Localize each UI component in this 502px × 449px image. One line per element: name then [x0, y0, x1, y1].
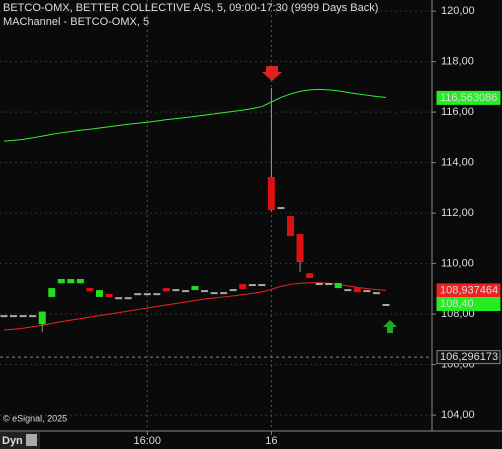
- chart-title: BETCO-OMX, BETTER COLLECTIVE A/S, 5, 09:…: [3, 2, 378, 14]
- price-marker-label: 108,40: [440, 298, 474, 310]
- y-tick-label: 104,00: [441, 409, 475, 421]
- candle-body: [134, 293, 142, 296]
- candle-body: [10, 315, 18, 318]
- candle-body: [0, 315, 8, 318]
- price-marker-box: [436, 350, 501, 365]
- candle-body: [229, 289, 237, 292]
- price-marker-box: [436, 297, 501, 312]
- candle-body: [325, 283, 333, 286]
- mode-label[interactable]: Dyn: [2, 435, 23, 447]
- candle-body: [248, 284, 256, 287]
- candle-body: [96, 290, 103, 297]
- candle-body: [48, 288, 56, 297]
- mode-icon[interactable]: [26, 434, 37, 446]
- y-tick-label: 116,00: [441, 106, 474, 118]
- candle-body: [29, 315, 37, 318]
- candle-body: [353, 287, 361, 293]
- channel-lower: [3, 282, 387, 331]
- candle-body: [105, 293, 113, 298]
- x-tick-label: 16: [265, 435, 277, 447]
- channel-upper: [3, 88, 387, 142]
- candle-body: [287, 216, 294, 237]
- candle-body: [67, 279, 75, 284]
- candle-body: [220, 292, 228, 295]
- candle-body: [296, 234, 304, 263]
- price-marker-label: 116,563086: [440, 92, 497, 104]
- candle-body: [143, 293, 151, 296]
- candle-body: [344, 289, 352, 292]
- candle-body: [57, 279, 65, 284]
- candle-body: [115, 297, 123, 300]
- candle-body: [372, 292, 380, 295]
- y-tick-label: 110,00: [441, 258, 474, 270]
- price-marker-box: [436, 283, 501, 298]
- candle-body: [38, 311, 46, 325]
- candle-body: [201, 290, 209, 293]
- candle-body: [181, 290, 189, 293]
- candle-body: [315, 283, 323, 286]
- candle-body: [153, 293, 161, 296]
- candle-body: [267, 176, 275, 211]
- candle-body: [306, 273, 314, 278]
- candle-body: [210, 292, 218, 295]
- candle-body: [258, 284, 266, 287]
- candle-body: [363, 290, 371, 293]
- candle-body: [19, 315, 27, 318]
- candle-body: [172, 289, 180, 292]
- buy-arrow: [383, 320, 397, 333]
- price-marker-label: 108,937464: [440, 284, 498, 296]
- candle-body: [334, 283, 342, 289]
- candle-body: [382, 304, 390, 307]
- candle-body: [86, 288, 94, 292]
- plot: [0, 88, 432, 358]
- x-tick-label: 16:00: [133, 435, 161, 447]
- watermark: © eSignal, 2025: [3, 413, 67, 423]
- y-tick-label: 120,00: [441, 5, 475, 17]
- y-tick-label: 108,00: [441, 308, 475, 320]
- candle-body: [124, 297, 132, 300]
- y-tick-label: 118,00: [441, 56, 474, 68]
- chart-subtitle: MAChannel - BETCO-OMX, 5: [3, 16, 149, 28]
- y-tick-label: 112,00: [441, 207, 474, 219]
- candle-body: [76, 279, 84, 284]
- sell-arrow: [262, 66, 282, 81]
- candle-body: [191, 286, 199, 291]
- y-tick-label: 114,00: [441, 157, 474, 169]
- price-marker-label: 106,296173: [440, 351, 498, 363]
- candle-body: [239, 284, 247, 290]
- candle-body: [162, 288, 170, 292]
- price-marker-box: [436, 90, 501, 105]
- candle-body: [277, 207, 285, 210]
